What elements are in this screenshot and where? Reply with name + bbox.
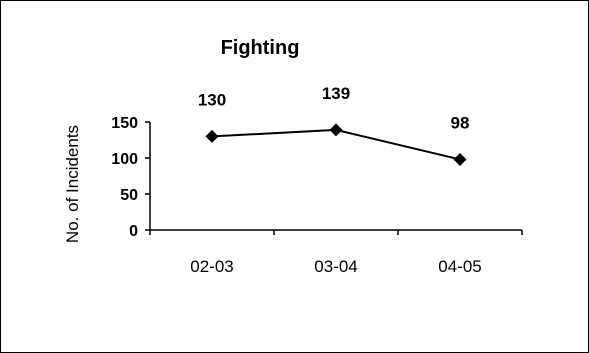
x-tick-label: 04-05 [438,257,481,276]
x-tick-label: 03-04 [314,257,357,276]
data-label: 98 [451,113,470,132]
data-point-marker [205,129,219,143]
y-tick-label: 150 [111,115,138,132]
data-label: 139 [322,84,350,103]
axes [145,121,523,235]
x-tick-label: 02-03 [190,257,233,276]
x-tick-labels: 02-03 03-04 04-05 [190,257,481,276]
data-label: 130 [198,90,226,109]
y-tick-label: 100 [111,151,138,168]
y-tick-label: 0 [129,223,138,240]
y-axis-label: No. of Incidents [63,125,82,243]
data-labels: 130 139 98 [198,84,470,133]
data-point-marker [329,123,343,137]
chart-title: Fighting [221,37,300,59]
y-tick-label: 50 [120,187,138,204]
data-point-marker [453,152,467,166]
series [205,123,467,166]
y-tick-labels: 0 50 100 150 [111,115,138,240]
